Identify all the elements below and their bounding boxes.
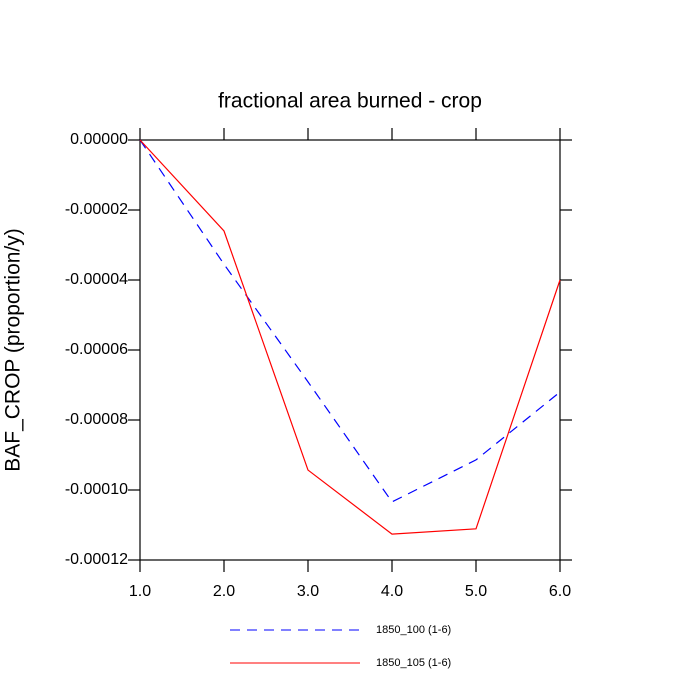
chart-title: fractional area burned - crop — [218, 90, 482, 113]
x-tick-label: 6.0 — [549, 583, 571, 600]
series-line — [139, 139, 561, 503]
x-tick-label: 5.0 — [465, 583, 487, 600]
legend-label: 1850_100 (1-6) — [376, 624, 451, 636]
y-tick-label: -0.00008 — [65, 411, 128, 428]
y-tick-label: -0.00004 — [65, 271, 128, 288]
legend-label: 1850_105 (1-6) — [376, 657, 451, 669]
x-tick-label: 2.0 — [213, 583, 235, 600]
x-tick-label: 3.0 — [297, 583, 319, 600]
y-tick-label: -0.00006 — [65, 341, 128, 358]
x-tick-label: 4.0 — [381, 583, 403, 600]
x-tick-label: 1.0 — [129, 583, 151, 600]
y-tick-label: -0.00010 — [65, 481, 128, 498]
y-tick-label: 0.00000 — [70, 131, 128, 148]
series-line — [139, 139, 561, 535]
plot-frame — [139, 139, 561, 561]
y-tick-label: -0.00002 — [65, 201, 128, 218]
y-tick-label: -0.00012 — [65, 551, 128, 568]
y-axis-label: BAF_CROP (proportion/y) — [2, 228, 25, 472]
